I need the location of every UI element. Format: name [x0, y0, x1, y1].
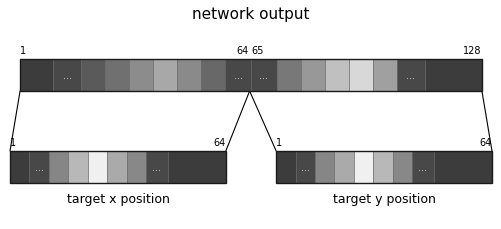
- Text: 64: 64: [213, 138, 225, 148]
- Bar: [177, 60, 201, 92]
- Bar: [201, 60, 224, 92]
- Bar: [372, 60, 396, 92]
- Bar: [276, 151, 295, 183]
- Bar: [20, 60, 481, 92]
- Text: 65: 65: [250, 46, 263, 56]
- Text: 64: 64: [479, 138, 491, 148]
- Bar: [396, 60, 424, 92]
- Text: ...: ...: [35, 162, 44, 172]
- Bar: [392, 151, 411, 183]
- Bar: [250, 60, 277, 92]
- Text: 1: 1: [10, 138, 16, 148]
- Bar: [126, 151, 146, 183]
- Bar: [353, 151, 373, 183]
- Bar: [88, 151, 107, 183]
- Bar: [10, 151, 30, 183]
- Bar: [224, 60, 250, 92]
- Text: ...: ...: [300, 162, 309, 172]
- Bar: [295, 151, 314, 183]
- Text: 1: 1: [20, 46, 26, 56]
- Bar: [68, 151, 88, 183]
- Bar: [277, 60, 300, 92]
- Text: ...: ...: [63, 71, 72, 81]
- Bar: [433, 151, 491, 183]
- Text: 64: 64: [235, 46, 247, 56]
- Text: 1: 1: [276, 138, 282, 148]
- Bar: [424, 60, 481, 92]
- Bar: [49, 151, 68, 183]
- Bar: [334, 151, 353, 183]
- Bar: [53, 60, 81, 92]
- Bar: [153, 60, 177, 92]
- Bar: [300, 60, 324, 92]
- Bar: [107, 151, 126, 183]
- Bar: [81, 60, 105, 92]
- Text: ...: ...: [405, 71, 414, 81]
- Text: target y position: target y position: [332, 192, 434, 205]
- Text: ...: ...: [417, 162, 426, 172]
- Bar: [30, 151, 49, 183]
- Bar: [10, 151, 225, 183]
- Bar: [105, 60, 129, 92]
- Bar: [373, 151, 392, 183]
- Bar: [348, 60, 372, 92]
- Text: 128: 128: [462, 46, 481, 56]
- Bar: [411, 151, 433, 183]
- Text: ...: ...: [152, 162, 161, 172]
- Text: target x position: target x position: [67, 192, 169, 205]
- Text: network output: network output: [192, 7, 309, 22]
- Text: ...: ...: [233, 71, 242, 81]
- Bar: [129, 60, 153, 92]
- Bar: [314, 151, 334, 183]
- Bar: [167, 151, 225, 183]
- Bar: [146, 151, 167, 183]
- Bar: [276, 151, 491, 183]
- Bar: [324, 60, 348, 92]
- Text: ...: ...: [259, 71, 268, 81]
- Bar: [20, 60, 53, 92]
